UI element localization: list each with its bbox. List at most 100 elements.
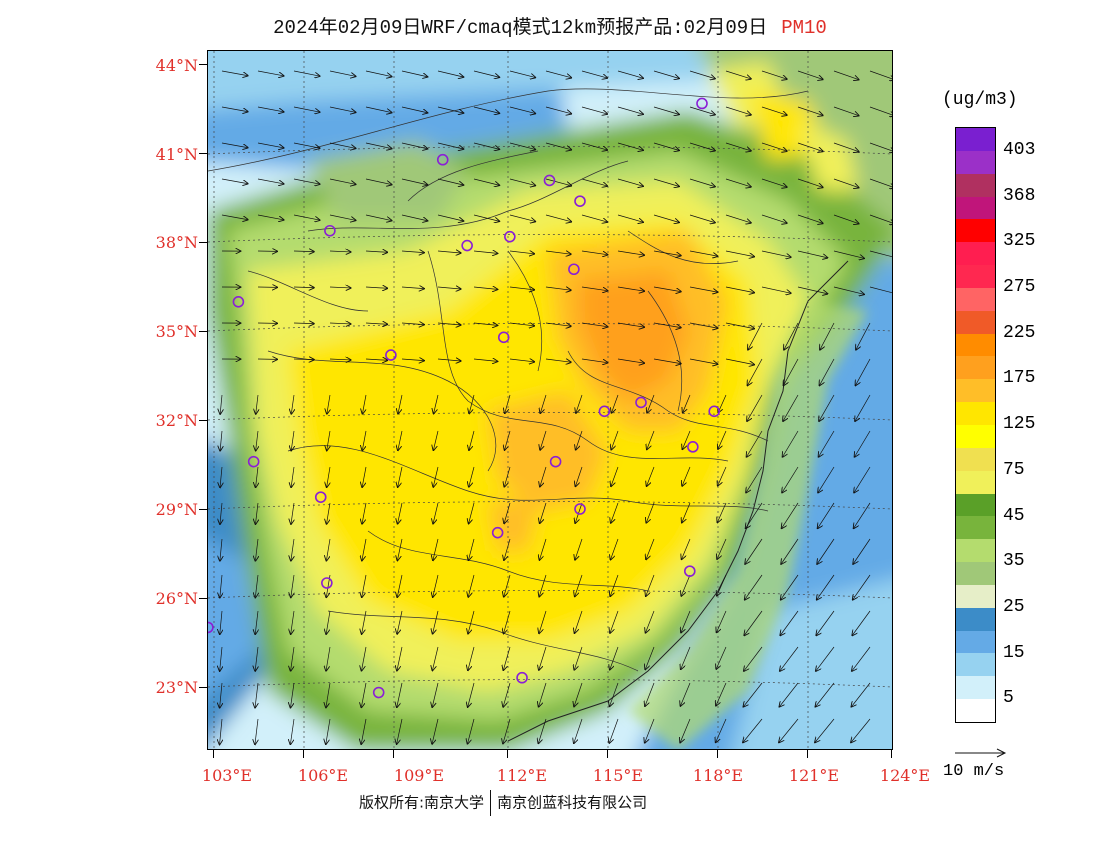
wind-arrow [468,538,475,560]
wind-arrow [717,502,727,522]
wind-arrow [611,430,619,449]
wind-arrow [545,323,571,326]
wind-arrow [432,682,439,707]
wind-arrow [326,610,331,634]
colorbar-segment [956,516,995,540]
wind-arrow [257,70,284,76]
lat-label-41: 41°N [155,145,198,164]
wind-arrow [469,430,475,450]
wind-arrow [646,502,655,523]
colorbar [955,127,996,723]
lon-label-118: 118°E [692,766,744,785]
wind-arrow [293,251,314,252]
colorbar-segment [956,676,995,700]
wind-arrow [291,610,294,634]
wind-arrow [329,251,350,252]
wind-arrow [833,70,859,80]
wind-arrow [362,430,367,450]
wind-arrow [401,214,427,221]
wind-arrow [545,178,571,186]
city-marker [543,174,556,187]
wind-arrow [401,251,424,253]
wind-arrow [833,250,864,258]
colorbar-unit: (ug/m3) [942,90,1018,110]
wind-arrow [473,70,499,77]
wind-arrow [797,106,823,115]
wind-arrow [362,502,367,524]
city-marker [696,97,708,110]
wind-arrow [468,718,475,744]
wind-arrow [291,394,294,414]
wind-arrow [682,430,691,449]
wind-arrow [365,178,391,185]
city-marker [247,455,260,468]
lon-label-115: 115°E [592,766,644,785]
map-canvas [208,51,892,749]
wind-arrow [362,574,367,597]
city-marker [687,441,699,453]
wind-arrow [329,287,350,288]
wind-arrow [718,466,727,486]
wind-arrow [504,502,511,523]
lat-label-29: 29°N [155,500,198,519]
city-marker [208,621,214,634]
wind-arrow [617,214,643,222]
wind-arrow [361,682,367,707]
colorbar-label: 175 [1003,368,1036,389]
wind-arrow [610,646,619,670]
wind-arrow [469,394,475,413]
wind-arrow [434,394,439,413]
city-marker [372,686,385,699]
wind-arrow [869,70,892,80]
wind-arrow [820,358,835,385]
wind-arrow [437,106,463,113]
colorbar-segment [956,539,995,563]
wind-arrow [433,466,439,487]
pm10-map[interactable] [207,50,893,750]
wind-arrow [761,178,787,187]
wind-arrow [689,214,715,223]
wind-arrow [290,718,295,744]
lat-tick [199,687,207,688]
wind-arrow [509,70,535,77]
wind-arrow [539,682,547,707]
colorbar-segment [956,196,995,220]
wind-arrow [779,718,799,742]
wind-arrow [646,610,655,633]
wind-arrow [646,538,655,559]
title-text: 2024年02月09日WRF/cmaq模式12km预报产品:02月09日 [273,17,768,39]
colorbar-segment [956,265,995,289]
wind-arrow [612,394,619,413]
wind-arrow [818,502,835,528]
city-marker [461,239,473,252]
wind-arrow [617,286,644,291]
wind-arrow [509,287,534,290]
lat-tick [199,420,207,421]
wind-arrow [854,466,871,492]
colorbar-label: 75 [1003,459,1025,480]
wind-arrow [326,538,331,560]
wind-arrow [293,287,314,288]
wind-arrow [365,323,387,324]
wind-arrow [365,359,387,360]
lat-label-26: 26°N [155,589,198,608]
wind-arrow [869,286,892,294]
wind-arrow [747,430,763,457]
colorbar-label: 45 [1003,505,1025,526]
wind-arrow [783,394,799,421]
wind-arrow [361,718,367,744]
wind-arrow [781,538,799,564]
wind-arrow [397,574,403,597]
wind-arrow [745,574,763,600]
wind-arrow [815,718,835,742]
pollution-field [208,51,892,749]
lon-tick [891,750,892,758]
wind-arrow [851,682,871,707]
wind-arrow [401,106,427,113]
wind-arrow [291,646,295,671]
wind-arrow [291,466,294,487]
wind-arrow [725,358,754,365]
wind-arrow [220,394,222,414]
colorbar-segment [956,128,995,152]
colorbar-segment [956,219,995,243]
